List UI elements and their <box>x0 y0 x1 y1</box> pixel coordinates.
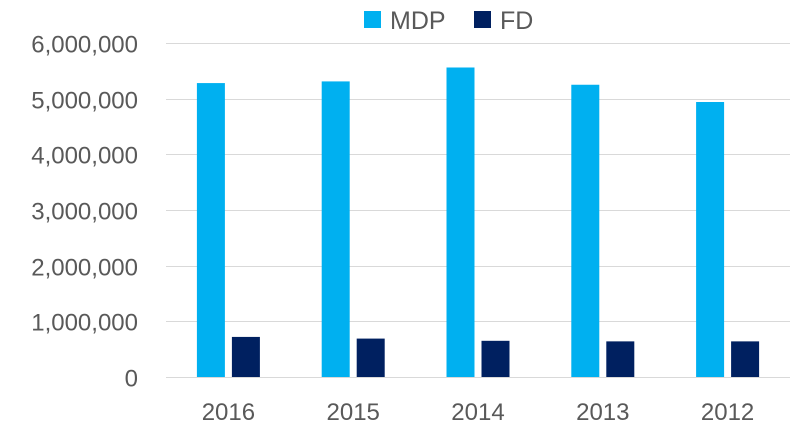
y-tick-label: 3,000,000 <box>31 199 138 226</box>
legend-label-mdp: MDP <box>390 7 446 35</box>
y-axis-ticks: 0 1,000,000 2,000,000 3,000,000 4,000,000 5,0… <box>31 32 138 393</box>
legend-swatch-mdp <box>364 11 381 28</box>
bar-fd-2012 <box>731 341 760 377</box>
bar-mdp-2013 <box>571 84 600 377</box>
bars <box>196 67 760 378</box>
x-tick-label: 2012 <box>701 399 754 426</box>
bar-mdp-2012 <box>696 102 725 378</box>
bar-fd-2014 <box>481 340 510 377</box>
y-tick-label: 0 <box>125 366 138 393</box>
y-tick-label: 6,000,000 <box>31 32 138 59</box>
legend-label-fd: FD <box>500 7 533 35</box>
bar-mdp-2014 <box>446 67 475 377</box>
y-tick-label: 2,000,000 <box>31 255 138 282</box>
bar-fd-2013 <box>606 341 635 377</box>
x-axis-ticks: 2016 2015 2014 2013 2012 <box>202 399 755 426</box>
x-tick-label: 2014 <box>451 399 504 426</box>
y-tick-label: 5,000,000 <box>31 88 138 115</box>
bar-mdp-2016 <box>196 83 225 377</box>
x-tick-label: 2015 <box>327 399 380 426</box>
legend-swatch-fd <box>474 11 491 28</box>
legend: MDP FD <box>364 7 533 35</box>
bar-fd-2016 <box>231 336 260 377</box>
x-tick-label: 2013 <box>576 399 629 426</box>
y-tick-label: 4,000,000 <box>31 143 138 170</box>
x-tick-label: 2016 <box>202 399 255 426</box>
bar-fd-2015 <box>356 338 385 377</box>
gridlines <box>166 43 790 322</box>
y-tick-label: 1,000,000 <box>31 310 138 337</box>
bar-mdp-2015 <box>321 81 350 377</box>
